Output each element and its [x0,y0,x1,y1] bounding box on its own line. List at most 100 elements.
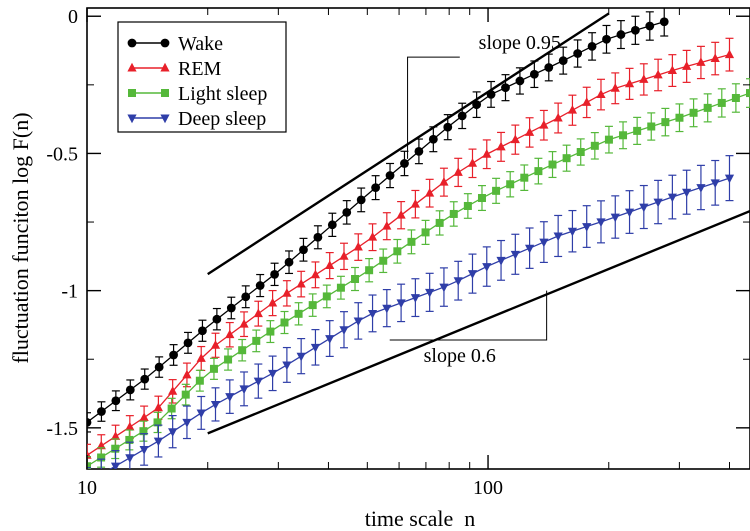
data-point [96,440,106,450]
data-point [639,203,649,213]
data-point [410,198,420,208]
data-point [284,257,294,267]
legend-entry: Light sleep [128,83,267,105]
data-point [534,167,543,176]
slope-annotation: slope 0.95 [479,32,561,54]
legend-label: Light sleep [178,83,267,105]
data-point [239,385,249,395]
data-point [371,183,381,193]
data-point [327,220,337,230]
data-point [661,118,670,127]
data-point [196,353,206,362]
data-point [596,218,606,228]
data-point [414,146,424,156]
data-point [633,126,642,135]
data-point [496,256,506,266]
data-point [195,376,204,385]
data-point [453,167,463,176]
series-layer [87,8,750,480]
data-point [356,195,366,205]
data-point [125,435,134,444]
annotation-pointer [389,290,548,341]
legend-label: REM [178,58,222,80]
reference-lines [207,12,750,435]
legend-label: Deep sleep [178,108,266,130]
data-point [590,141,599,150]
data-point [407,237,416,246]
data-point [325,335,335,344]
data-point [515,76,525,86]
y-tick-label: -1.5 [46,418,78,440]
data-point [210,340,221,349]
data-point [182,418,192,428]
data-point [553,232,563,242]
data-point [510,250,520,260]
data-point [624,208,635,218]
data-point [710,179,720,189]
data-point [351,275,360,284]
data-point [525,127,535,136]
data-point [97,471,106,480]
data-point [659,17,669,27]
data-point [153,402,163,412]
reference-line [207,209,750,435]
data-point [153,437,163,447]
legend: Wake REM Light sleep Deep sleep [117,21,287,133]
data-point [238,346,247,355]
reference-line [207,12,610,276]
data-point [520,173,529,182]
data-point [339,251,349,260]
data-point [168,428,178,437]
x-tick-label: 100 [473,477,503,499]
data-point [181,390,190,399]
series-light-sleep [87,78,750,469]
data-point [602,34,611,44]
data-point [393,247,402,256]
data-point [496,141,506,151]
data-point [342,207,352,217]
data-point [567,105,578,114]
data-point [696,184,706,193]
data-point [506,180,515,189]
y-tick-label: -0.5 [46,143,78,165]
data-point [282,361,292,371]
data-point [110,462,121,469]
data-point [582,223,592,232]
legend-box [117,21,287,133]
data-point [435,218,444,227]
y-axis-label: fluctuation funciton log F(n) [8,112,33,363]
y-tick-label: -1 [61,281,78,303]
data-point [616,30,626,39]
data-point [457,111,467,121]
data-point [558,56,568,66]
data-point [421,228,430,237]
data-point [624,78,635,88]
data-point [140,374,150,384]
data-point [610,213,620,223]
data-point [308,301,317,310]
annotation-pointer [407,56,460,159]
data-point [682,188,692,198]
data-point [400,159,409,168]
data-point [675,113,684,122]
data-point [724,174,735,184]
data-point [268,297,278,307]
data-point [653,198,663,208]
data-point [562,154,571,163]
series-rem [87,37,735,467]
data-point [125,385,135,395]
data-point [139,445,149,455]
data-point [379,256,388,265]
data-point [253,308,263,318]
data-point [604,135,613,144]
data-point [472,100,482,110]
slope-annotation: slope 0.6 [424,345,496,367]
series-line [109,177,730,469]
data-point [225,393,235,402]
data-point [280,318,289,327]
data-point [544,63,554,72]
data-point [689,108,698,117]
data-point [439,176,449,186]
data-point [87,462,91,469]
data-point [270,269,279,279]
